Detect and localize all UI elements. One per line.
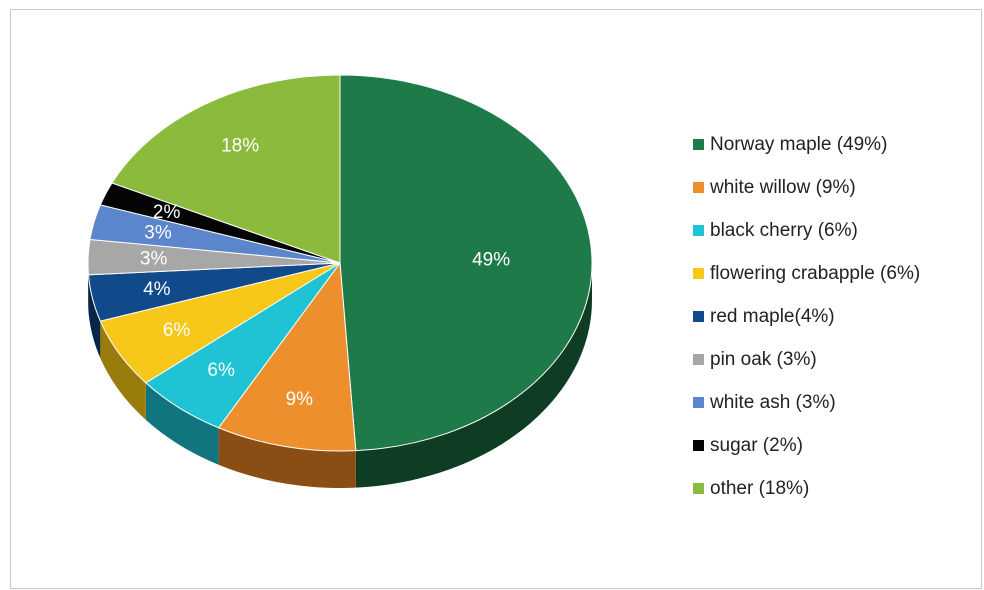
data-label-3: 6%: [163, 320, 191, 341]
pie-side-0: [355, 263, 592, 488]
legend-label: pin oak (3%): [710, 348, 817, 370]
pie-slice-1: [217, 261, 357, 452]
data-label-4: 4%: [143, 279, 171, 300]
legend-label: white ash (3%): [710, 391, 836, 413]
legend-label: sugar (2%): [710, 434, 803, 456]
legend-label: black cherry (6%): [710, 219, 858, 241]
legend-item-8: other (18%): [693, 467, 920, 510]
pie-side-2: [145, 382, 219, 465]
legend-swatch: [693, 182, 704, 193]
pie-chart: 49%9%6%6%4%3%3%2%18%: [87, 74, 593, 488]
legend-label: other (18%): [710, 477, 810, 499]
legend-label: white willow (9%): [710, 176, 856, 198]
data-label-6: 3%: [144, 223, 172, 244]
legend-swatch: [693, 311, 704, 322]
legend-swatch: [693, 483, 704, 494]
legend-swatch: [693, 268, 704, 279]
legend-swatch: [693, 225, 704, 236]
data-label-0: 49%: [472, 249, 510, 270]
pie-side-3: [100, 321, 146, 420]
data-label-1: 9%: [286, 389, 314, 410]
legend-label: Norway maple (49%): [710, 133, 888, 155]
legend-item-3: flowering crabapple (6%): [693, 252, 920, 295]
legend-item-6: white ash (3%): [693, 381, 920, 424]
legend-swatch: [693, 440, 704, 451]
pie-slice-8: [111, 74, 341, 264]
pie-slice-0: [339, 74, 593, 452]
data-label-8: 18%: [221, 136, 259, 157]
data-label-5: 3%: [140, 249, 168, 270]
legend-item-2: black cherry (6%): [693, 209, 920, 252]
legend-label: red maple(4%): [710, 305, 835, 327]
pie-sides: [88, 263, 592, 488]
legend-item-4: red maple(4%): [693, 295, 920, 338]
pie-data-labels: 49%9%6%6%4%3%3%2%18%: [140, 136, 510, 410]
legend-swatch: [693, 354, 704, 365]
legend-label: flowering crabapple (6%): [710, 262, 921, 284]
legend-item-7: sugar (2%): [693, 424, 920, 467]
pie-side-1: [218, 427, 356, 488]
chart-legend: Norway maple (49%) white willow (9%) black…: [693, 123, 920, 510]
pie-slices: [87, 74, 593, 452]
data-label-2: 6%: [207, 360, 235, 381]
legend-item-5: pin oak (3%): [693, 338, 920, 381]
chart-frame: 49% 9% 6% 6% 4% 3% 3% 2% 18% Norway maple (49%) w…: [10, 9, 982, 589]
legend-swatch: [693, 139, 704, 150]
legend-item-1: white willow (9%): [693, 166, 920, 209]
legend-item-0: Norway maple (49%): [693, 123, 920, 166]
data-label-7: 2%: [153, 202, 181, 223]
legend-swatch: [693, 397, 704, 408]
